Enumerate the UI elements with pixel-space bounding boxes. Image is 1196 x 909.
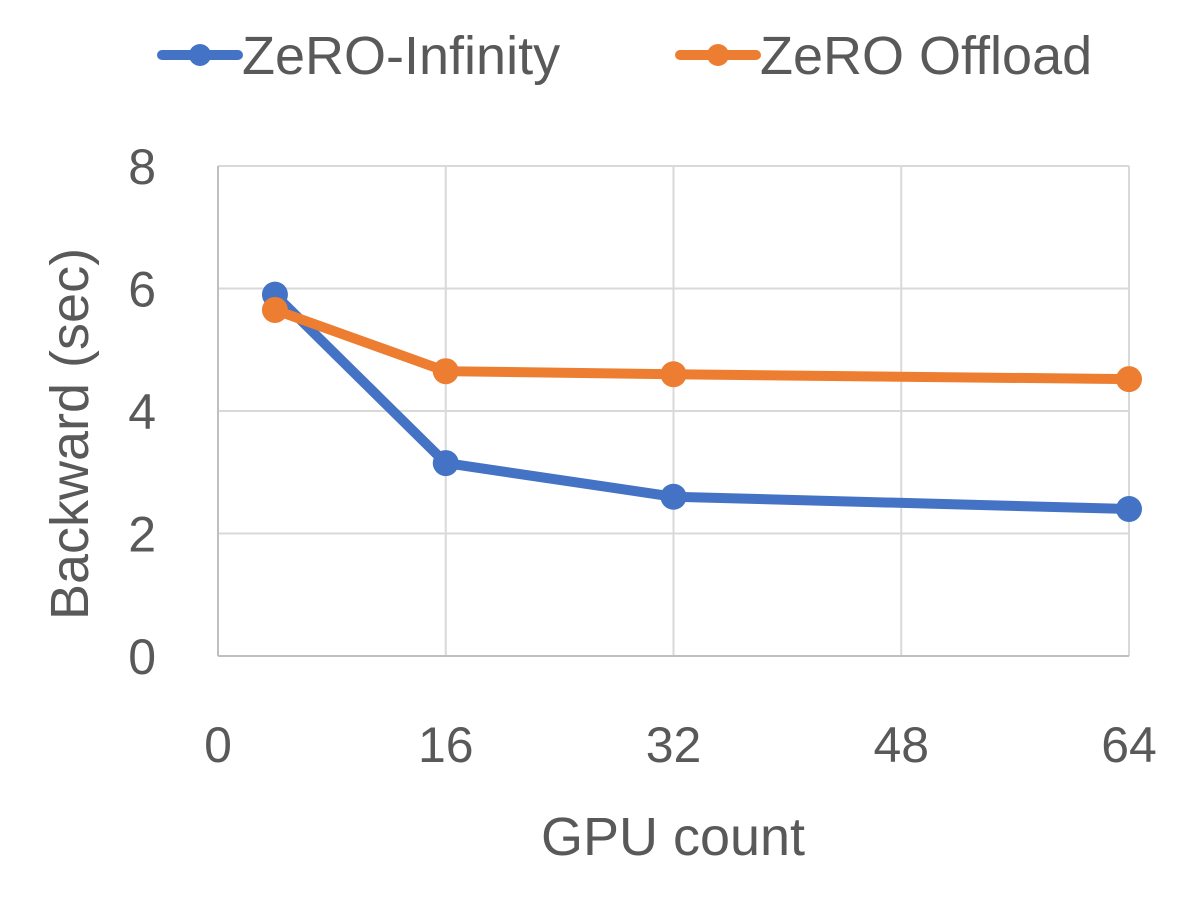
data-point-zero-offload: [261, 296, 288, 323]
legend-marker-zero-offload: [707, 44, 729, 66]
x-tick-label: 0: [204, 717, 232, 773]
y-tick-label: 8: [128, 139, 156, 195]
legend-marker-zero-infinity: [189, 44, 211, 66]
series-zero-offload: [261, 296, 1142, 393]
y-tick-label: 6: [128, 262, 156, 318]
legend: ZeRO-Infinity ZeRO Offload: [157, 26, 1092, 86]
y-tick-label: 4: [128, 384, 156, 440]
legend-item-zero-infinity: ZeRO-Infinity: [157, 26, 560, 86]
y-tick-label: 2: [128, 507, 156, 563]
x-tick-label: 64: [1101, 717, 1157, 773]
axes: [217, 166, 1129, 657]
series-line-zero-offload: [269, 304, 1134, 385]
series-zero-infinity: [261, 281, 1142, 522]
series-line-zero-infinity: [269, 289, 1134, 514]
y-axis-title: Backward (sec): [40, 248, 100, 620]
x-tick-label: 16: [418, 717, 474, 773]
y-tick-label: 0: [128, 629, 156, 685]
data-point-zero-offload: [432, 358, 459, 385]
legend-label-zero-infinity: ZeRO-Infinity: [242, 26, 560, 86]
x-tick-labels: 0 16 32 48 64: [204, 717, 1157, 773]
data-point-zero-infinity: [1116, 496, 1142, 522]
x-axis-title: GPU count: [541, 807, 805, 867]
data-point-zero-offload: [660, 361, 687, 388]
data-point-zero-infinity: [432, 450, 459, 477]
x-tick-label: 48: [873, 717, 929, 773]
y-tick-labels: 0 2 4 6 8: [128, 139, 156, 685]
legend-item-zero-offload: ZeRO Offload: [675, 26, 1092, 86]
x-tick-label: 32: [646, 717, 702, 773]
data-point-zero-infinity: [660, 483, 687, 510]
series: [261, 281, 1142, 522]
data-point-zero-offload: [1116, 366, 1142, 393]
legend-label-zero-offload: ZeRO Offload: [760, 26, 1092, 86]
gridlines: [218, 165, 1130, 656]
